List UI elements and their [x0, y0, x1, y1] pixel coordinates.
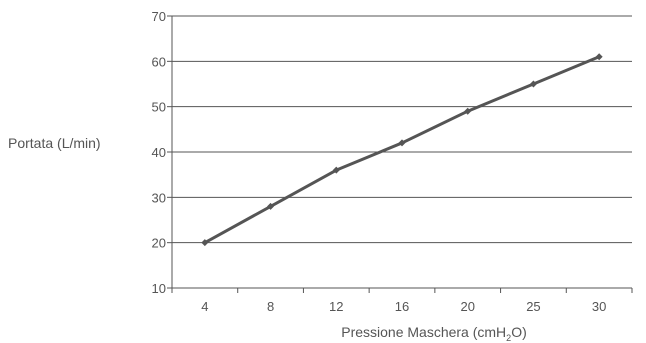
- data-point-25: [529, 80, 537, 88]
- series-line-0: [204, 55, 600, 244]
- y-tick-label-70: 70: [152, 9, 166, 24]
- y-tick-labels: 10 20 30 40 50 60 70: [152, 9, 166, 296]
- y-tick-label-10: 10: [152, 281, 166, 296]
- x-tick-label-12: 12: [329, 299, 343, 314]
- x-tick-label-4: 4: [201, 299, 208, 314]
- x-tick-label-8: 8: [267, 299, 274, 314]
- axes: [167, 15, 633, 293]
- y-tick-label-30: 30: [152, 190, 166, 205]
- x-tick-label-16: 16: [395, 299, 409, 314]
- x-tick-label-25: 25: [526, 299, 540, 314]
- series: [201, 53, 603, 247]
- y-tick-label-40: 40: [152, 145, 166, 160]
- x-axis-label: Pressione Maschera (cmH2O): [341, 324, 527, 343]
- x-tick-label-20: 20: [460, 299, 474, 314]
- data-point-16: [398, 139, 406, 147]
- y-axis-label: Portata (L/min): [8, 135, 101, 151]
- x-tick-label-30: 30: [592, 299, 606, 314]
- y-tick-label-20: 20: [152, 236, 166, 251]
- data-point-12: [332, 166, 340, 174]
- data-point-4: [201, 239, 209, 247]
- y-tick-label-60: 60: [152, 54, 166, 69]
- data-point-20: [464, 107, 472, 115]
- data-point-30: [595, 53, 603, 61]
- grid-lines: [172, 15, 632, 244]
- x-tick-labels: 4 8 12 16 20 25 30: [201, 299, 606, 314]
- data-point-8: [267, 202, 275, 210]
- y-tick-label-50: 50: [152, 100, 166, 115]
